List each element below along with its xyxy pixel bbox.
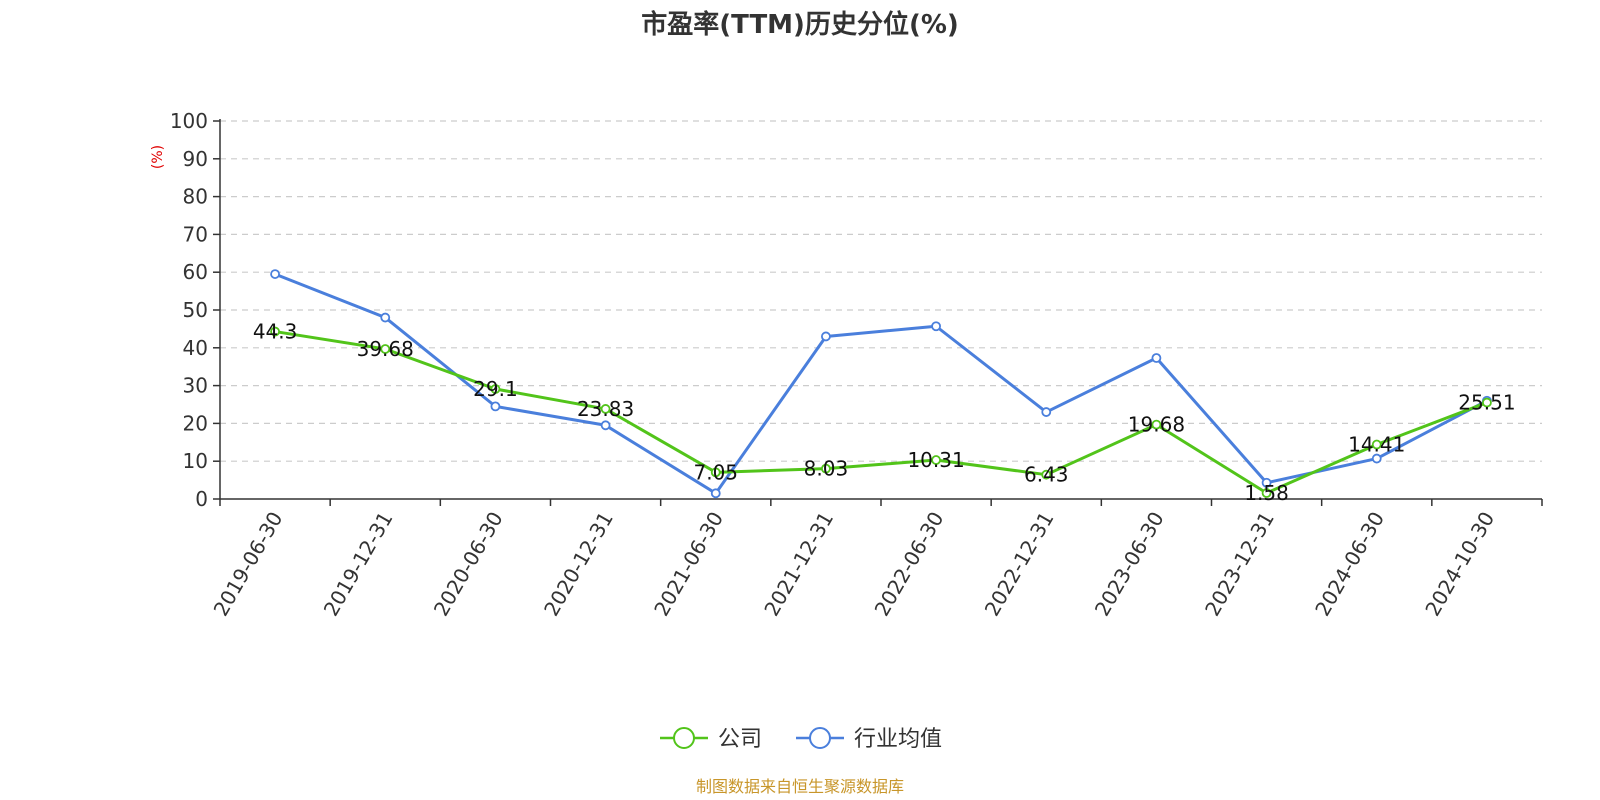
data-point[interactable] [490, 401, 501, 412]
data-point[interactable] [380, 312, 391, 323]
data-point[interactable] [1371, 453, 1382, 464]
y-tick-label: 60 [183, 260, 208, 284]
data-label: 8.03 [804, 457, 849, 481]
data-point[interactable] [710, 488, 721, 499]
data-point[interactable] [1482, 397, 1492, 408]
x-tick-label: 2023-06-30 [1090, 508, 1169, 621]
y-tick-label: 50 [183, 298, 208, 322]
x-tick-label: 2024-10-30 [1420, 508, 1499, 621]
x-tick-label: 2020-12-31 [539, 508, 618, 621]
legend-label: 公司 [718, 727, 762, 752]
data-point[interactable] [1151, 353, 1162, 363]
x-tick-label: 2021-12-31 [759, 508, 838, 621]
data-point[interactable] [1261, 477, 1272, 488]
x-tick-label: 2019-06-30 [209, 508, 288, 621]
data-label: 14.41 [1348, 433, 1405, 457]
x-tick-label: 2019-12-31 [319, 508, 398, 621]
data-point[interactable] [821, 331, 831, 342]
series-line-公司 [274, 330, 1488, 495]
legend-label: 行业均值 [854, 727, 942, 752]
data-point[interactable] [600, 420, 611, 431]
data-point[interactable] [1261, 488, 1272, 498]
y-tick-label: 20 [183, 411, 208, 435]
y-tick-label: 100 [170, 109, 208, 133]
legend-marker [673, 727, 695, 749]
data-point[interactable] [931, 455, 941, 465]
data-labels: 44.3 39.68 29.1 23.83 7.05 8.03 10.31 6.43 19.68… [253, 320, 1516, 505]
series-line-行业均值 [274, 272, 1488, 495]
y-tick-label: 70 [183, 222, 208, 246]
data-point[interactable] [270, 326, 280, 337]
data-point[interactable] [600, 404, 611, 414]
data-label: 6.43 [1024, 463, 1069, 487]
y-tick-label: 10 [183, 449, 208, 473]
y-tick-label: 30 [183, 374, 208, 398]
grid-lines [220, 120, 1542, 462]
y-axis-label: (%) [150, 145, 166, 169]
x-tick-label: 2022-12-31 [980, 508, 1059, 621]
data-label: 44.3 [253, 320, 298, 344]
legend-item[interactable]: 公司 [660, 727, 762, 752]
data-label: 29.1 [473, 377, 518, 401]
x-tick-label: 2023-12-31 [1200, 508, 1279, 621]
data-label: 7.05 [693, 460, 738, 484]
source-note: 制图数据来自恒生聚源数据库 [696, 777, 904, 796]
axes: 0 10 20 30 40 50 60 70 80 90 100 2019-06-30 2019-12-… [170, 109, 1543, 621]
legend-marker [809, 727, 831, 749]
y-tick-label: 40 [183, 336, 208, 360]
data-point[interactable] [1041, 469, 1052, 480]
legend[interactable]: 公司 行业均值 [660, 727, 942, 752]
data-point[interactable] [1151, 419, 1162, 430]
x-tick-label: 2021-06-30 [649, 508, 728, 621]
data-point[interactable] [931, 321, 941, 332]
data-label: 23.83 [577, 397, 634, 421]
chart-title: 市盈率(TTM)历史分位(%) [641, 9, 959, 40]
data-label: 10.31 [907, 448, 964, 472]
data-label: 1.58 [1244, 481, 1289, 505]
data-point[interactable] [821, 463, 831, 474]
y-tick-label: 0 [195, 487, 208, 511]
data-point[interactable] [270, 269, 280, 279]
data-point[interactable] [710, 467, 721, 478]
x-tick-label: 2022-06-30 [870, 508, 949, 621]
legend-item[interactable]: 行业均值 [796, 727, 942, 752]
y-tick-label: 80 [183, 185, 208, 209]
data-label: 39.68 [357, 337, 414, 361]
data-point[interactable] [380, 344, 391, 354]
data-point[interactable] [1041, 407, 1052, 417]
x-tick-label: 2024-06-30 [1310, 508, 1389, 621]
data-label: 25.51 [1458, 391, 1515, 415]
x-tick-label: 2020-06-30 [429, 508, 508, 621]
series-lines [270, 269, 1492, 499]
y-tick-label: 90 [183, 147, 208, 171]
data-point[interactable] [1371, 439, 1382, 450]
data-point[interactable] [490, 384, 501, 394]
data-label: 19.68 [1128, 413, 1185, 437]
